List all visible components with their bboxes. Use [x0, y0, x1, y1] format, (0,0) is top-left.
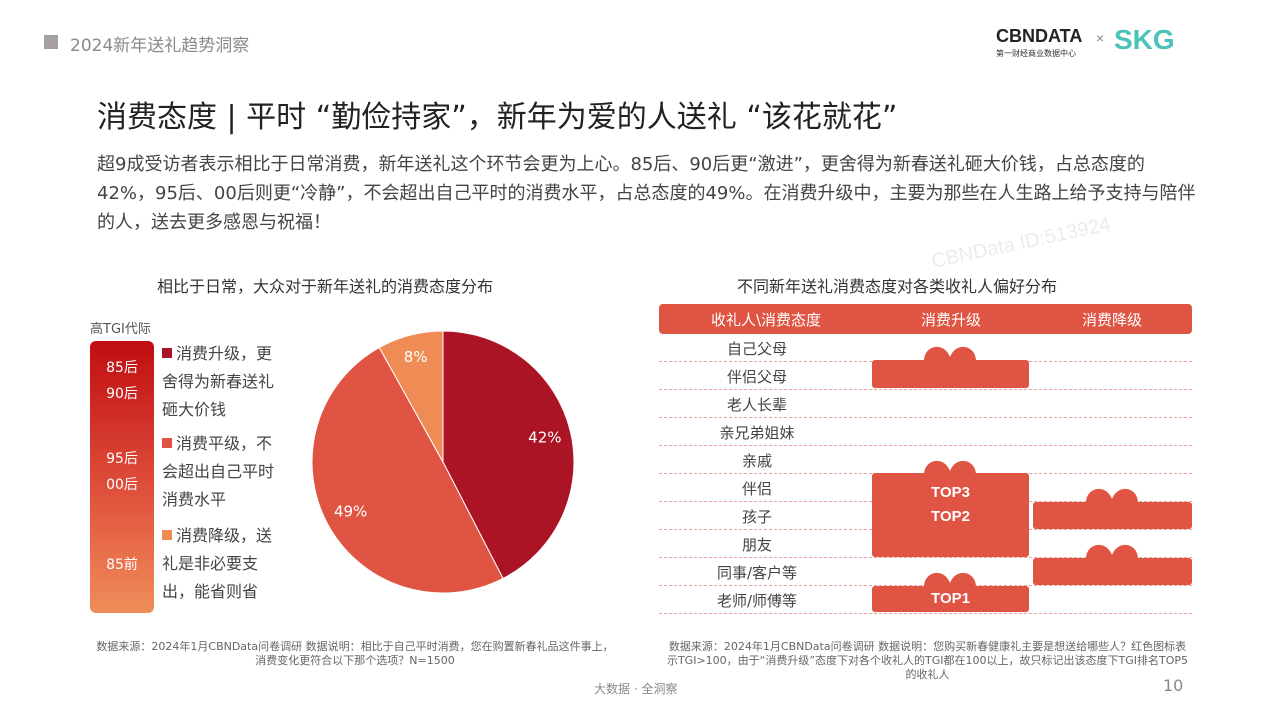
cbn-logo-sub: 第一财经商业数据中心 [996, 49, 1076, 58]
pie-data-label: 49% [334, 502, 367, 520]
table-header: 收礼人\消费态度 消费升级 消费降级 [659, 304, 1192, 334]
table-row: 伴侣父母 [659, 362, 1192, 390]
bar-label: 00后 [106, 477, 138, 493]
recipient-label: 亲兄弟姐妹 [719, 424, 795, 442]
recipient-label: 孩子 [741, 508, 773, 526]
logo-times: × [1096, 30, 1105, 46]
recipient-label: 老师/师傅等 [716, 592, 798, 610]
gift-box-upgrade-top: TOP3 TOP2 [872, 473, 1029, 557]
legend-label: 消费降级，送礼是非必要支出，能省则省 [162, 526, 273, 601]
left-section-title: 相比于日常，大众对于新年送礼的消费态度分布 [157, 277, 494, 296]
left-note: 数据来源：2024年1月CBNData问卷调研 数据说明：相比于自己平时消费，您… [96, 640, 614, 667]
tgi-gradient-bar: 85后 90后 95后 00后 85前 [90, 341, 154, 613]
pie-chart: 42% 49% 8% [311, 330, 575, 594]
page-title: 消费态度 | 平时 “勤俭持家”，新年为爱的人送礼 “该花就花” [97, 100, 898, 135]
legend-swatch [162, 530, 172, 540]
table-row: 朋友 [659, 530, 1192, 558]
legend-label: 消费平级，不会超出自己平时消费水平 [162, 434, 275, 509]
skg-logo: SKG [1114, 24, 1175, 55]
logo: CBNDATA 第一财经商业数据中心 × SKG [996, 24, 1196, 60]
gift-box-upgrade [872, 360, 1029, 388]
bar-label: 90后 [106, 386, 138, 402]
table-row: 老师/师傅等 [659, 586, 1192, 614]
recipient-label: 亲戚 [741, 452, 773, 470]
pie-slice [378, 330, 444, 464]
pie-slice [442, 330, 575, 580]
gift-bow-icon [924, 460, 976, 475]
gift-bow-icon [1086, 488, 1138, 503]
legend-item: 消费降级，送礼是非必要支出，能省则省 [162, 522, 282, 606]
recipient-label: 朋友 [741, 536, 773, 554]
right-note: 数据来源：2024年1月CBNData问卷调研 数据说明：您购买新春健康礼主要是… [666, 640, 1189, 681]
recipient-label: 伴侣 [741, 480, 773, 498]
recipient-label: 自己父母 [726, 340, 788, 358]
legend-swatch [162, 438, 172, 448]
bar-label: 85前 [106, 557, 138, 573]
legend-swatch [162, 348, 172, 358]
gift-box-downgrade [1033, 558, 1192, 585]
recipient-label: 伴侣父母 [726, 368, 788, 386]
recipient-label: 老人长辈 [726, 396, 788, 414]
bar-title: 高TGI代际 [90, 322, 151, 337]
bar-label: 95后 [106, 451, 138, 467]
right-section-title: 不同新年送礼消费态度对各类收礼人偏好分布 [737, 277, 1058, 296]
gift-bow-icon [924, 572, 976, 587]
gift-bow-icon [1086, 544, 1138, 559]
legend-item: 消费升级，更舍得为新春送礼砸大价钱 [162, 340, 282, 424]
table-row: 老人长辈 [659, 390, 1192, 418]
page-number: 10 [1163, 676, 1184, 695]
table-row: 亲兄弟姐妹 [659, 418, 1192, 446]
legend-label: 消费升级，更舍得为新春送礼砸大价钱 [162, 344, 275, 419]
rank-top2: TOP2 [931, 508, 970, 525]
cbn-logo: CBNDATA [996, 26, 1083, 46]
header-downgrade: 消费降级 [1081, 311, 1143, 329]
pie-data-label: 42% [528, 428, 561, 446]
rank-top1: TOP1 [931, 590, 970, 607]
footer-slogan: 大数据 · 全洞察 [594, 682, 678, 696]
gift-box-upgrade-top1: TOP1 [872, 586, 1029, 612]
recipient-label: 同事/客户等 [716, 564, 798, 582]
description: 超9成受访者表示相比于日常消费，新年送礼这个环节会更为上心。85后、90后更“激… [97, 154, 1196, 233]
header-marker [44, 35, 58, 49]
header-upgrade: 消费升级 [920, 311, 982, 329]
report-title: 2024新年送礼趋势洞察 [70, 36, 250, 56]
bar-label: 85后 [106, 360, 138, 376]
legend-item: 消费平级，不会超出自己平时消费水平 [162, 430, 282, 514]
gift-bow-icon [924, 346, 976, 361]
rank-top3: TOP3 [931, 484, 970, 501]
header-recipient: 收礼人\消费态度 [710, 311, 822, 329]
gift-box-downgrade [1033, 502, 1192, 529]
pie-slice [311, 346, 504, 594]
pie-data-label: 8% [404, 348, 428, 366]
